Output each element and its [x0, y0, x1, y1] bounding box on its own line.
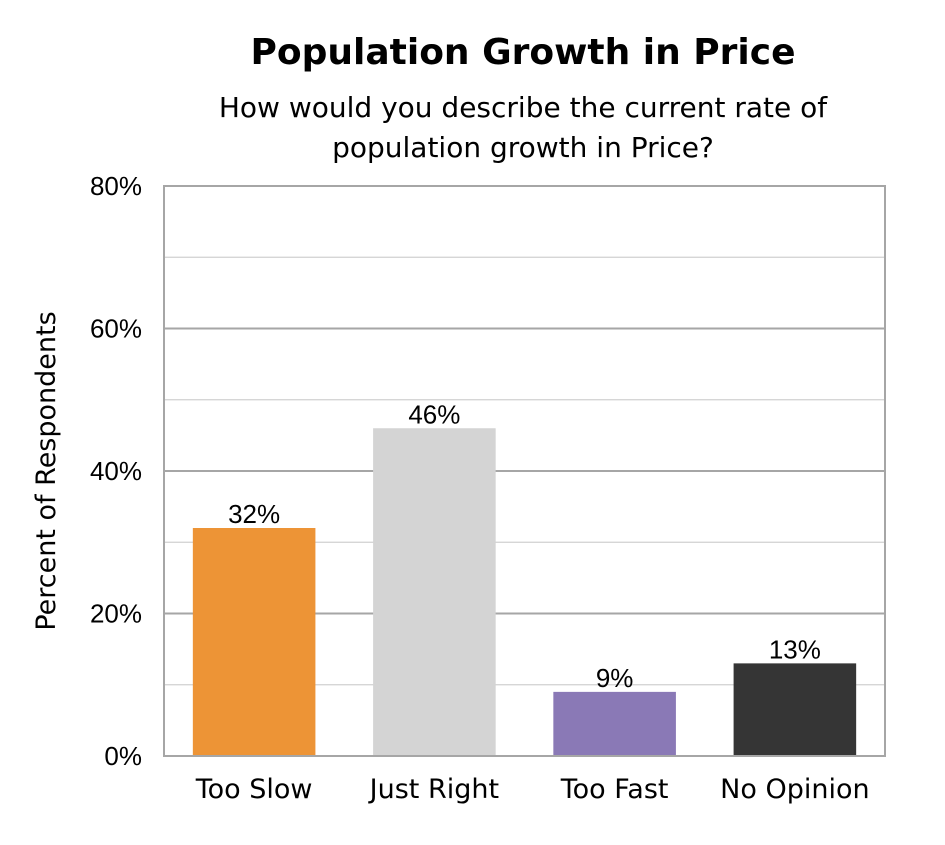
- bar: [192, 528, 316, 756]
- y-tick-label: 20%: [90, 599, 142, 629]
- y-axis-title: Percent of Respondents: [31, 311, 62, 630]
- x-category-label: Too Slow: [195, 774, 313, 805]
- bar: [553, 691, 676, 756]
- chart-subtitle-line-2: population growth in Price?: [332, 131, 714, 164]
- x-axis-categories: Too Slow Just Right Too Fast No Opinion: [195, 774, 870, 805]
- bar: [373, 428, 496, 756]
- data-label: 13%: [769, 634, 821, 664]
- x-category-label: Just Right: [368, 774, 499, 805]
- bars: [192, 428, 857, 756]
- y-tick-label: 60%: [90, 314, 142, 344]
- data-label: 46%: [408, 399, 460, 429]
- data-labels: 32% 46% 9% 13%: [228, 399, 821, 693]
- y-tick-label: 0%: [104, 741, 142, 771]
- plot-border: [163, 185, 886, 757]
- bar: [733, 663, 857, 756]
- data-label: 32%: [228, 499, 280, 529]
- y-tick-label: 80%: [90, 171, 142, 201]
- x-category-label: Too Fast: [560, 774, 669, 805]
- chart-subtitle-line-1: How would you describe the current rate …: [219, 91, 828, 124]
- y-tick-label: 40%: [90, 456, 142, 486]
- data-label: 9%: [596, 663, 634, 693]
- chart-title: Population Growth in Price: [251, 32, 796, 73]
- x-category-label: No Opinion: [720, 774, 869, 805]
- y-axis-ticks: 0% 20% 40% 60% 80%: [90, 171, 142, 771]
